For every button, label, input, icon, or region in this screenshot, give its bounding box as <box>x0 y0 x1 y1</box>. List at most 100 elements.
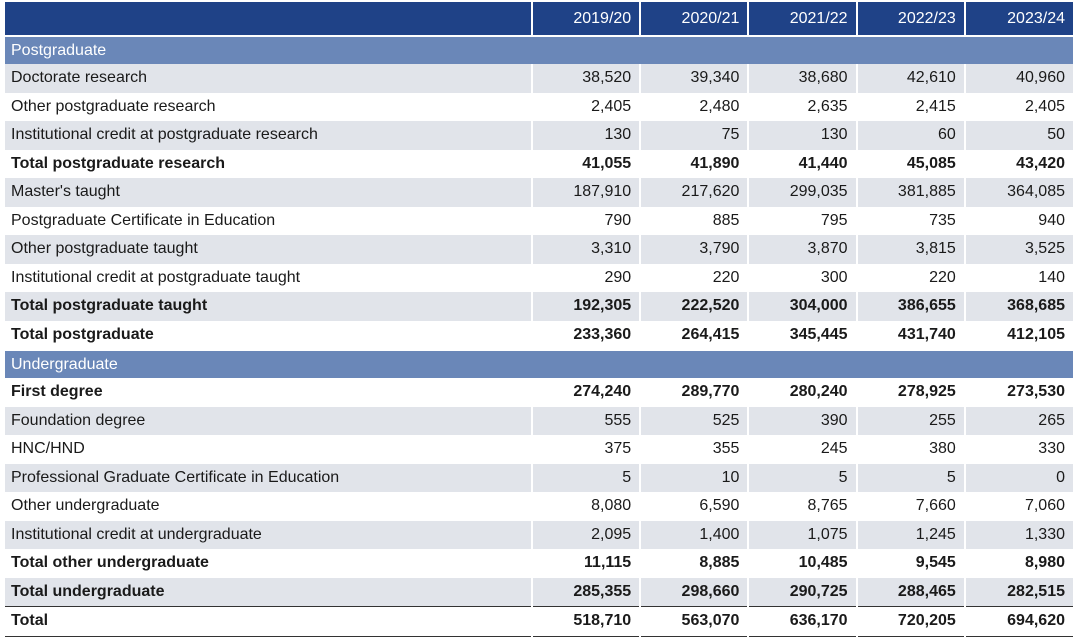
cell-value: 290 <box>531 263 641 292</box>
row-label: Doctorate research <box>5 64 533 93</box>
cell-value: 1,245 <box>855 520 965 549</box>
table-row: HNC/HND 375 355 245 380 330 <box>5 435 1073 464</box>
total-row: First degree 274,240 289,770 280,240 278,925… <box>5 378 1073 407</box>
cell-value: 8,885 <box>639 549 749 578</box>
cell-value: 381,885 <box>855 178 965 207</box>
cell-value: 2,095 <box>531 520 641 549</box>
row-label: Institutional credit at undergraduate <box>5 520 533 549</box>
cell-value: 11,115 <box>531 549 641 578</box>
cell-value: 2,405 <box>963 92 1073 121</box>
table-row: Institutional credit at undergraduate 2,0… <box>5 520 1073 549</box>
cell-value: 355 <box>639 435 749 464</box>
cell-value: 304,000 <box>747 292 857 321</box>
cell-value: 273,530 <box>963 378 1073 407</box>
row-label: Total undergraduate <box>5 577 533 607</box>
cell-value: 264,415 <box>639 320 749 350</box>
table-row: Institutional credit at postgraduate res… <box>5 121 1073 150</box>
table-row: Professional Graduate Certificate in Edu… <box>5 463 1073 492</box>
cell-value: 5 <box>531 463 641 492</box>
row-label: First degree <box>11 383 103 401</box>
cell-value: 265 <box>963 406 1073 435</box>
cell-value: 735 <box>855 206 965 235</box>
cell-value: 43,420 <box>963 149 1073 178</box>
header-blank <box>5 2 533 36</box>
cell-value: 7,660 <box>855 492 965 521</box>
cell-value: 940 <box>963 206 1073 235</box>
cell-value: 222,520 <box>639 292 749 321</box>
cell-value: 345,445 <box>747 320 857 350</box>
row-label: Master's taught <box>5 178 533 207</box>
cell-value: 390 <box>747 406 857 435</box>
cell-value: 3,525 <box>963 235 1073 264</box>
cell-value: 1,330 <box>963 520 1073 549</box>
table-row: Doctorate research 38,520 39,340 38,680 42,6… <box>5 64 1073 93</box>
cell-value: 187,910 <box>531 178 641 207</box>
cell-value: 50 <box>963 121 1073 150</box>
cell-value: 290,725 <box>747 577 857 607</box>
section-header-row: Undergraduate <box>5 349 1073 378</box>
cell-value: 3,790 <box>639 235 749 264</box>
data-table: 2019/20 2020/21 2021/22 2022/23 2023/24 … <box>5 2 1073 637</box>
table-row: Foundation degree 555 525 390 255 265 <box>5 406 1073 435</box>
cell-value: 285,355 <box>531 577 641 607</box>
grand-total-row: Total 518,710 563,070 636,170 720,205 694,620 <box>5 606 1073 637</box>
cell-value: 2,635 <box>747 92 857 121</box>
row-label: Total <box>5 606 533 637</box>
column-header: 2022/23 <box>855 2 965 36</box>
row-label: Other postgraduate taught <box>5 235 533 264</box>
cell-value: 555 <box>531 406 641 435</box>
table-row: Institutional credit at postgraduate tau… <box>5 263 1073 292</box>
cell-value: 525 <box>639 406 749 435</box>
cell-value: 330 <box>963 435 1073 464</box>
cell-value: 563,070 <box>639 606 749 637</box>
cell-value: 795 <box>747 206 857 235</box>
cell-value: 2,415 <box>855 92 965 121</box>
row-label: Total postgraduate taught <box>5 292 533 321</box>
cell-value: 40,960 <box>963 64 1073 93</box>
cell-value: 7,060 <box>963 492 1073 521</box>
cell-value: 41,440 <box>747 149 857 178</box>
cell-value: 220 <box>639 263 749 292</box>
cell-value: 720,205 <box>855 606 965 637</box>
cell-value: 380 <box>855 435 965 464</box>
cell-value: 1,400 <box>639 520 749 549</box>
cell-value: 280,240 <box>747 378 857 407</box>
cell-value: 233,360 <box>531 320 641 350</box>
cell-value: 42,610 <box>855 64 965 93</box>
cell-value: 38,680 <box>747 64 857 93</box>
cell-value: 278,925 <box>855 378 965 407</box>
section-title: Undergraduate <box>5 349 1073 378</box>
cell-value: 3,815 <box>855 235 965 264</box>
table-row: Other undergraduate 8,080 6,590 8,765 7,660 7… <box>5 492 1073 521</box>
cell-value: 298,660 <box>639 577 749 607</box>
cell-value: 299,035 <box>747 178 857 207</box>
cell-value: 6,590 <box>639 492 749 521</box>
cell-value: 5 <box>855 463 965 492</box>
cell-value: 60 <box>855 121 965 150</box>
row-label: Professional Graduate Certificate in Edu… <box>5 463 533 492</box>
total-row: Total postgraduate taught 192,305 222,520 3… <box>5 292 1073 321</box>
total-row: Total undergraduate 285,355 298,660 290,725… <box>5 577 1073 607</box>
cell-value: 431,740 <box>855 320 965 350</box>
cell-value: 8,765 <box>747 492 857 521</box>
header-row: 2019/20 2020/21 2021/22 2022/23 2023/24 <box>5 2 1073 36</box>
cell-value: 255 <box>855 406 965 435</box>
table-row: Other postgraduate taught 3,310 3,790 3,870… <box>5 235 1073 264</box>
cell-value: 368,685 <box>963 292 1073 321</box>
cell-value: 375 <box>531 435 641 464</box>
cell-value: 412,105 <box>963 320 1073 350</box>
column-header: 2023/24 <box>963 2 1073 36</box>
cell-value: 790 <box>531 206 641 235</box>
column-header: 2019/20 <box>531 2 641 36</box>
row-label: Other undergraduate <box>11 497 160 515</box>
cell-value: 5 <box>747 463 857 492</box>
total-row: Total postgraduate 233,360 264,415 345,445 4… <box>5 320 1073 350</box>
row-label: Foundation degree <box>5 406 533 435</box>
cell-value: 274,240 <box>531 378 641 407</box>
cell-value: 39,340 <box>639 64 749 93</box>
cell-value: 8,080 <box>531 492 641 521</box>
table-row: Other postgraduate research 2,405 2,480 2,6… <box>5 92 1073 121</box>
cell-value: 217,620 <box>639 178 749 207</box>
cell-value: 8,980 <box>963 549 1073 578</box>
cell-value: 636,170 <box>747 606 857 637</box>
